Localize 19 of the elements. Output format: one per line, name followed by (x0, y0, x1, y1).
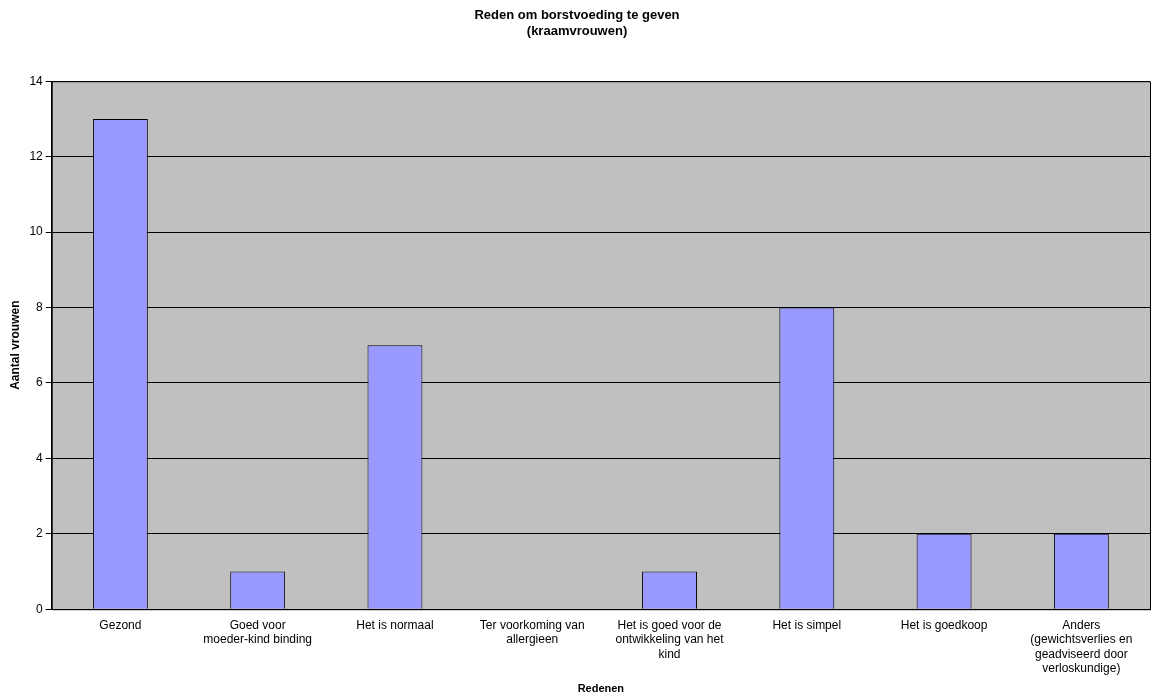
y-tick-label: 12 (29, 148, 44, 163)
x-tick-label: Gezond (99, 617, 142, 632)
y-tick-label: 2 (36, 526, 44, 541)
y-tick-label: 0 (36, 601, 44, 616)
x-axis-title: Redenen (577, 682, 625, 695)
x-tick-label: Het is goed voor de ontwikkeling van het kind (615, 617, 725, 661)
y-tick-label: 4 (36, 450, 44, 465)
x-tick-label: Het is simpel (772, 617, 842, 632)
x-tick-label: Het is normaal (356, 617, 434, 632)
x-tick-label: Het is goedkoop (900, 617, 988, 632)
y-tick-label: 10 (29, 224, 44, 239)
x-tick-label: Goed voor moeder-kind binding (203, 617, 313, 647)
x-tick-label: Anders (gewichtsverlies en geadviseerd door verloskundige) (1030, 617, 1133, 675)
chart-title: Reden om borstvoeding te geven (kraamvrouwen) (474, 7, 680, 38)
y-tick-label: 8 (36, 299, 44, 314)
y-tick-label: 6 (36, 375, 44, 390)
y-tick-label: 14 (29, 73, 44, 88)
y-axis-title: Aantal vrouwen (7, 300, 22, 390)
x-tick-label: Ter voorkoming van allergieen (479, 617, 585, 647)
